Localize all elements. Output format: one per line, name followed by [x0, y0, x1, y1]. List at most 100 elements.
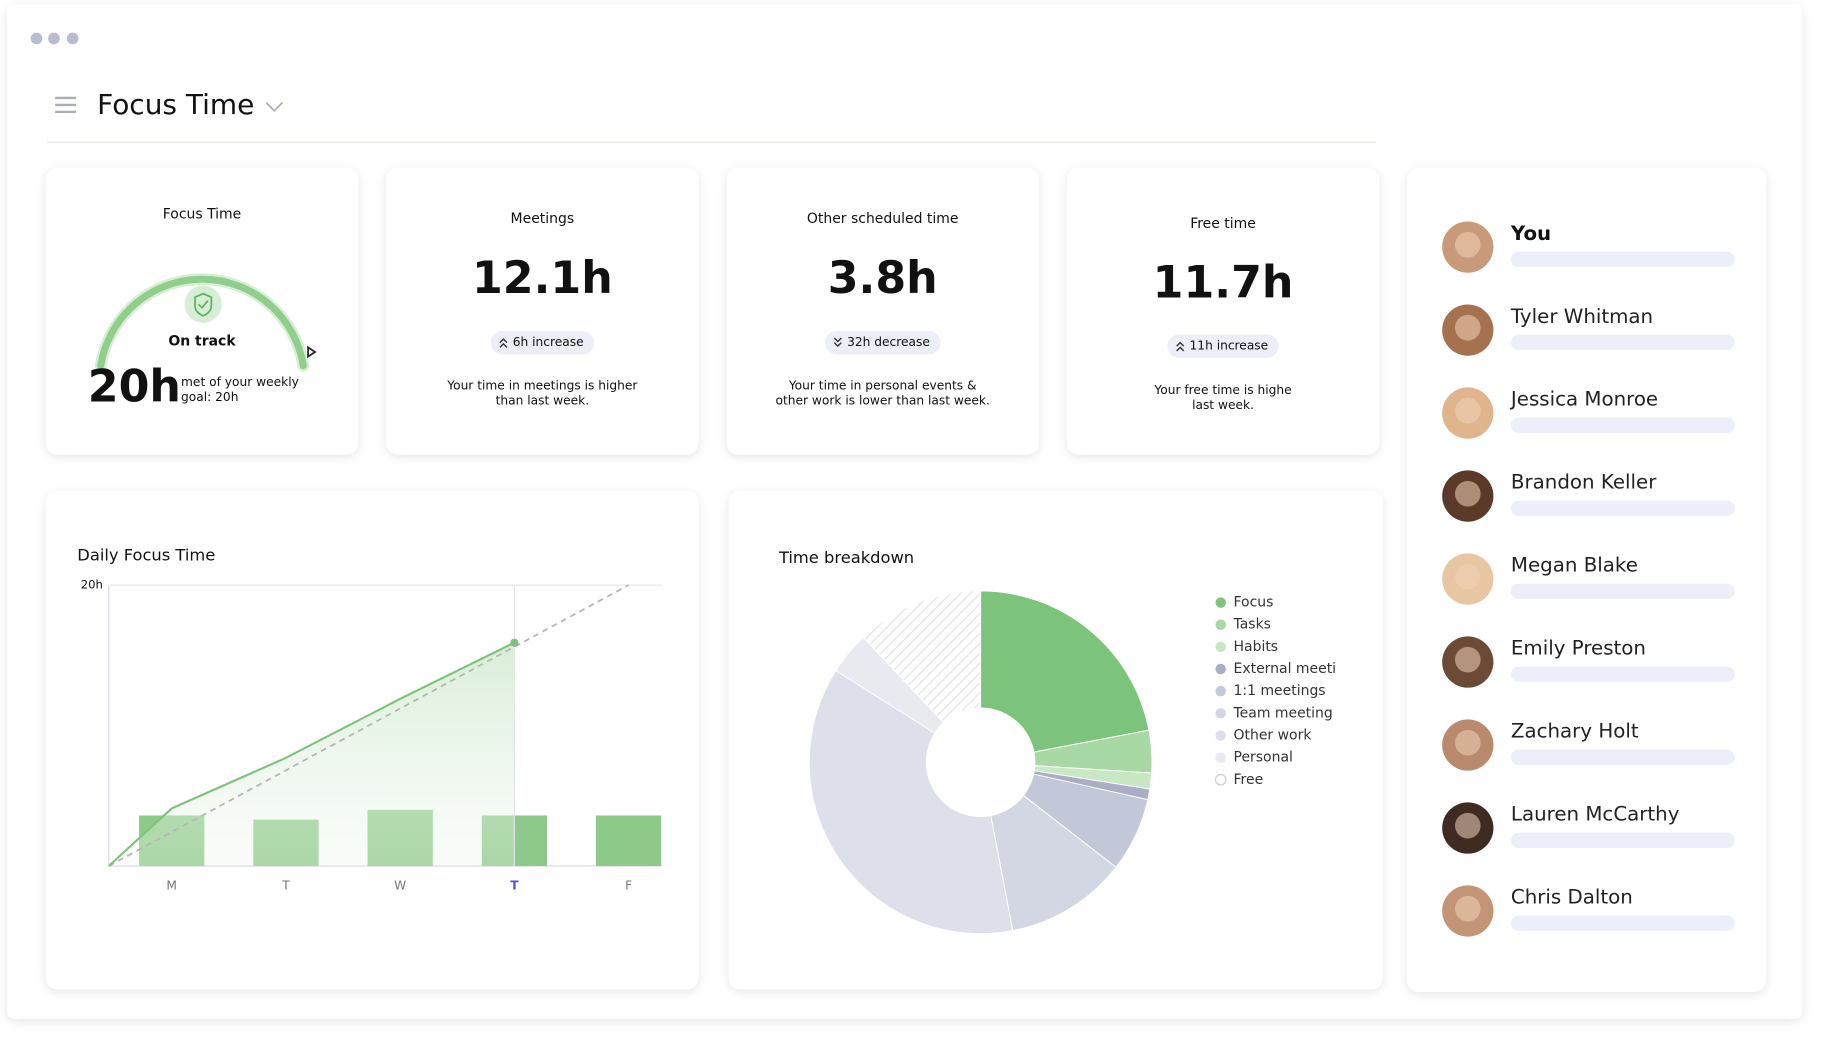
x-tick-label: F	[625, 878, 632, 892]
goal-line	[108, 584, 630, 867]
change-badge	[490, 331, 595, 355]
stat-value: 3.8h	[828, 253, 938, 304]
person-name: Lauren McCarthy	[1511, 803, 1680, 826]
avatar-face	[1454, 895, 1481, 922]
person-name: Jessica Monroe	[1509, 388, 1658, 411]
avatar-face	[1454, 314, 1481, 341]
stat-value: 11.7h	[1153, 258, 1294, 309]
card	[1066, 167, 1380, 455]
change-arrow	[833, 337, 842, 348]
y-tick-label: 20h	[81, 578, 103, 592]
person-bar	[1510, 251, 1735, 267]
avatar-face	[1454, 231, 1481, 258]
avatar-face	[1454, 812, 1481, 839]
page-title[interactable]: Focus Time	[97, 88, 254, 121]
cumulative-line	[108, 641, 515, 867]
card-title: Focus Time	[163, 206, 242, 222]
change-badge	[824, 331, 941, 355]
change-label: 11h increase	[1190, 339, 1269, 353]
chart-title: Daily Focus Time	[77, 545, 215, 564]
card-title: Free time	[1190, 216, 1256, 232]
status-icon	[194, 292, 213, 317]
x-tick-label: M	[166, 878, 177, 892]
person-name: Chris Dalton	[1511, 886, 1633, 909]
stat-note: Your free time is highe	[1153, 383, 1291, 397]
avatar-face	[1454, 397, 1481, 424]
current-point	[510, 638, 519, 647]
legend-swatch	[1215, 641, 1226, 653]
person-name: Brandon Keller	[1511, 471, 1657, 494]
stat-note: than last week.	[496, 393, 590, 407]
person-name: Zachary Holt	[1511, 720, 1639, 743]
card	[386, 167, 699, 455]
x-tick-label: T	[510, 878, 519, 892]
legend-swatch	[1214, 773, 1227, 786]
avatar-face	[1454, 480, 1481, 507]
title-dropdown[interactable]	[265, 101, 284, 112]
legend-label: 1:1 meetings	[1234, 683, 1326, 699]
menu-icon[interactable]	[55, 96, 77, 114]
legend-label: Focus	[1234, 595, 1274, 611]
person-bar	[1510, 832, 1735, 848]
chart-title: Time breakdown	[778, 548, 914, 567]
legend-label: Personal	[1234, 750, 1293, 766]
person-name: Emily Preston	[1511, 637, 1646, 660]
person-bar	[1510, 749, 1735, 765]
person-bar	[1510, 334, 1735, 350]
change-arrow	[1176, 341, 1185, 352]
person-bar	[1510, 417, 1735, 433]
gauge-marker	[307, 345, 317, 359]
stat-note: other work is lower than last week.	[776, 393, 990, 407]
card	[726, 167, 1039, 455]
pie-slice	[980, 590, 1150, 763]
change-label: 6h increase	[513, 335, 584, 349]
legend-label: Other work	[1234, 727, 1313, 743]
avatar-face	[1454, 646, 1481, 673]
avatar-face	[1454, 729, 1481, 756]
person-name: Megan Blake	[1511, 554, 1638, 577]
window-dots	[30, 32, 79, 45]
legend-label: Team meeting	[1233, 705, 1333, 721]
person-name: You	[1510, 222, 1551, 245]
x-tick-label: T	[281, 878, 290, 892]
change-arrow	[499, 338, 508, 348]
person-bar	[1510, 666, 1735, 682]
legend-label: Free	[1234, 772, 1264, 788]
person-bar	[1510, 915, 1735, 931]
stat-note: Your time in personal events &	[788, 378, 977, 392]
bar	[595, 815, 662, 867]
pie-slice	[808, 669, 1014, 935]
stat-note: goal: 20h	[181, 390, 238, 404]
change-badge	[1167, 334, 1279, 358]
pie-hole	[925, 707, 1036, 818]
cumulative-area	[108, 642, 515, 867]
person-name: Tyler Whitman	[1510, 305, 1653, 328]
card-title: Meetings	[511, 211, 575, 227]
person-bar	[1510, 583, 1735, 599]
legend-label: Habits	[1234, 639, 1279, 655]
legend-swatch	[1215, 663, 1226, 675]
status: On track	[168, 334, 236, 350]
person-bar	[1510, 500, 1735, 516]
legend-label: Tasks	[1233, 617, 1271, 633]
stat-note: Your time in meetings is higher	[446, 378, 638, 392]
x-tick-label: W	[394, 878, 406, 892]
change-label: 32h decrease	[847, 335, 930, 349]
stat-note: last week.	[1192, 398, 1254, 412]
gauge-arc	[97, 275, 307, 370]
legend-label: External meeti	[1234, 661, 1337, 677]
avatar-face	[1454, 563, 1481, 590]
card	[1407, 167, 1767, 992]
status-icon-bg	[184, 285, 222, 323]
legend-swatch	[1215, 685, 1226, 697]
legend-swatch	[1215, 708, 1226, 719]
legend-swatch	[1215, 752, 1226, 763]
legend-swatch	[1215, 597, 1226, 608]
legend-swatch	[1215, 619, 1226, 630]
legend-swatch	[1215, 730, 1226, 741]
stat-value: 20h	[88, 361, 181, 412]
stat-value: 12.1h	[472, 253, 613, 304]
stat-note: met of your weekly	[181, 375, 299, 389]
card-title: Other scheduled time	[807, 211, 959, 227]
